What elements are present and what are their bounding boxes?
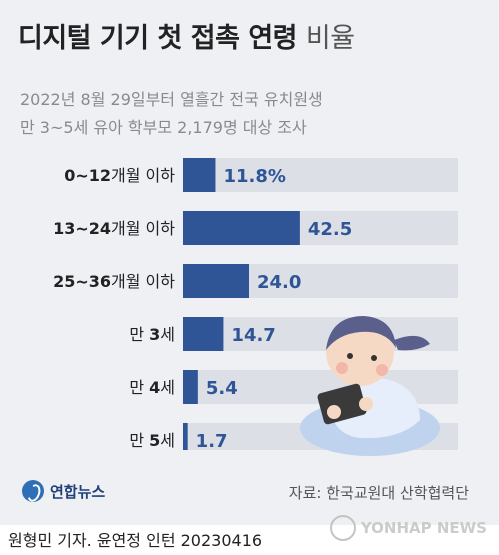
bar: [183, 264, 249, 298]
category-label: 13~24개월 이하: [53, 219, 175, 238]
category-label: 25~36개월 이하: [53, 272, 175, 291]
watermark-text: YONHAP NEWS: [360, 519, 487, 537]
bar: [183, 317, 224, 351]
category-label: 0~12개월 이하: [64, 166, 175, 185]
category-label: 만 5세: [129, 431, 175, 450]
value-label: 11.8%: [223, 166, 285, 187]
bar-chart: 0~12개월 이하 11.8% 13~24개월 이하 42.5 25~36개월 이하 24…: [53, 158, 458, 450]
watermark: YONHAP NEWS: [329, 515, 487, 541]
value-label: 5.4: [206, 378, 238, 399]
bar: [183, 211, 300, 245]
value-label: 24.0: [257, 272, 301, 293]
logo-text: 연합뉴스: [50, 482, 106, 501]
subtitle-line-2: 만 3~5세 유아 학부모 2,179명 대상 조사: [20, 118, 307, 137]
bar: [183, 423, 188, 450]
infographic-card: 디지털 기기 첫 접촉 연령 비율 2022년 8월 29일부터 열흘간 전국 …: [0, 0, 499, 525]
subtitle-line-1: 2022년 8월 29일부터 열흘간 전국 유치원생: [20, 90, 323, 109]
chart-title: 디지털 기기 첫 접촉 연령 비율: [18, 16, 355, 55]
value-label: 42.5: [308, 219, 352, 240]
category-label: 만 4세: [129, 378, 175, 397]
byline: 원형민 기자. 윤연정 인턴 20230416: [8, 531, 263, 550]
watermark-logo-icon: [329, 515, 356, 541]
bar: [183, 370, 198, 404]
category-label: 만 3세: [129, 325, 175, 344]
bar: [183, 158, 216, 192]
yonhap-logo-icon: [22, 480, 44, 502]
bar-track: [183, 158, 458, 192]
value-label: 14.7: [231, 325, 275, 346]
child-with-tablet-illustration: [300, 316, 440, 456]
title-main: 디지털 기기 첫 접촉 연령: [18, 23, 298, 54]
source-note: 자료: 한국교원대 산학협력단: [288, 484, 469, 502]
title-light: 비율: [305, 23, 355, 54]
value-label: 1.7: [196, 431, 228, 450]
yonhap-logo: 연합뉴스: [22, 478, 105, 504]
